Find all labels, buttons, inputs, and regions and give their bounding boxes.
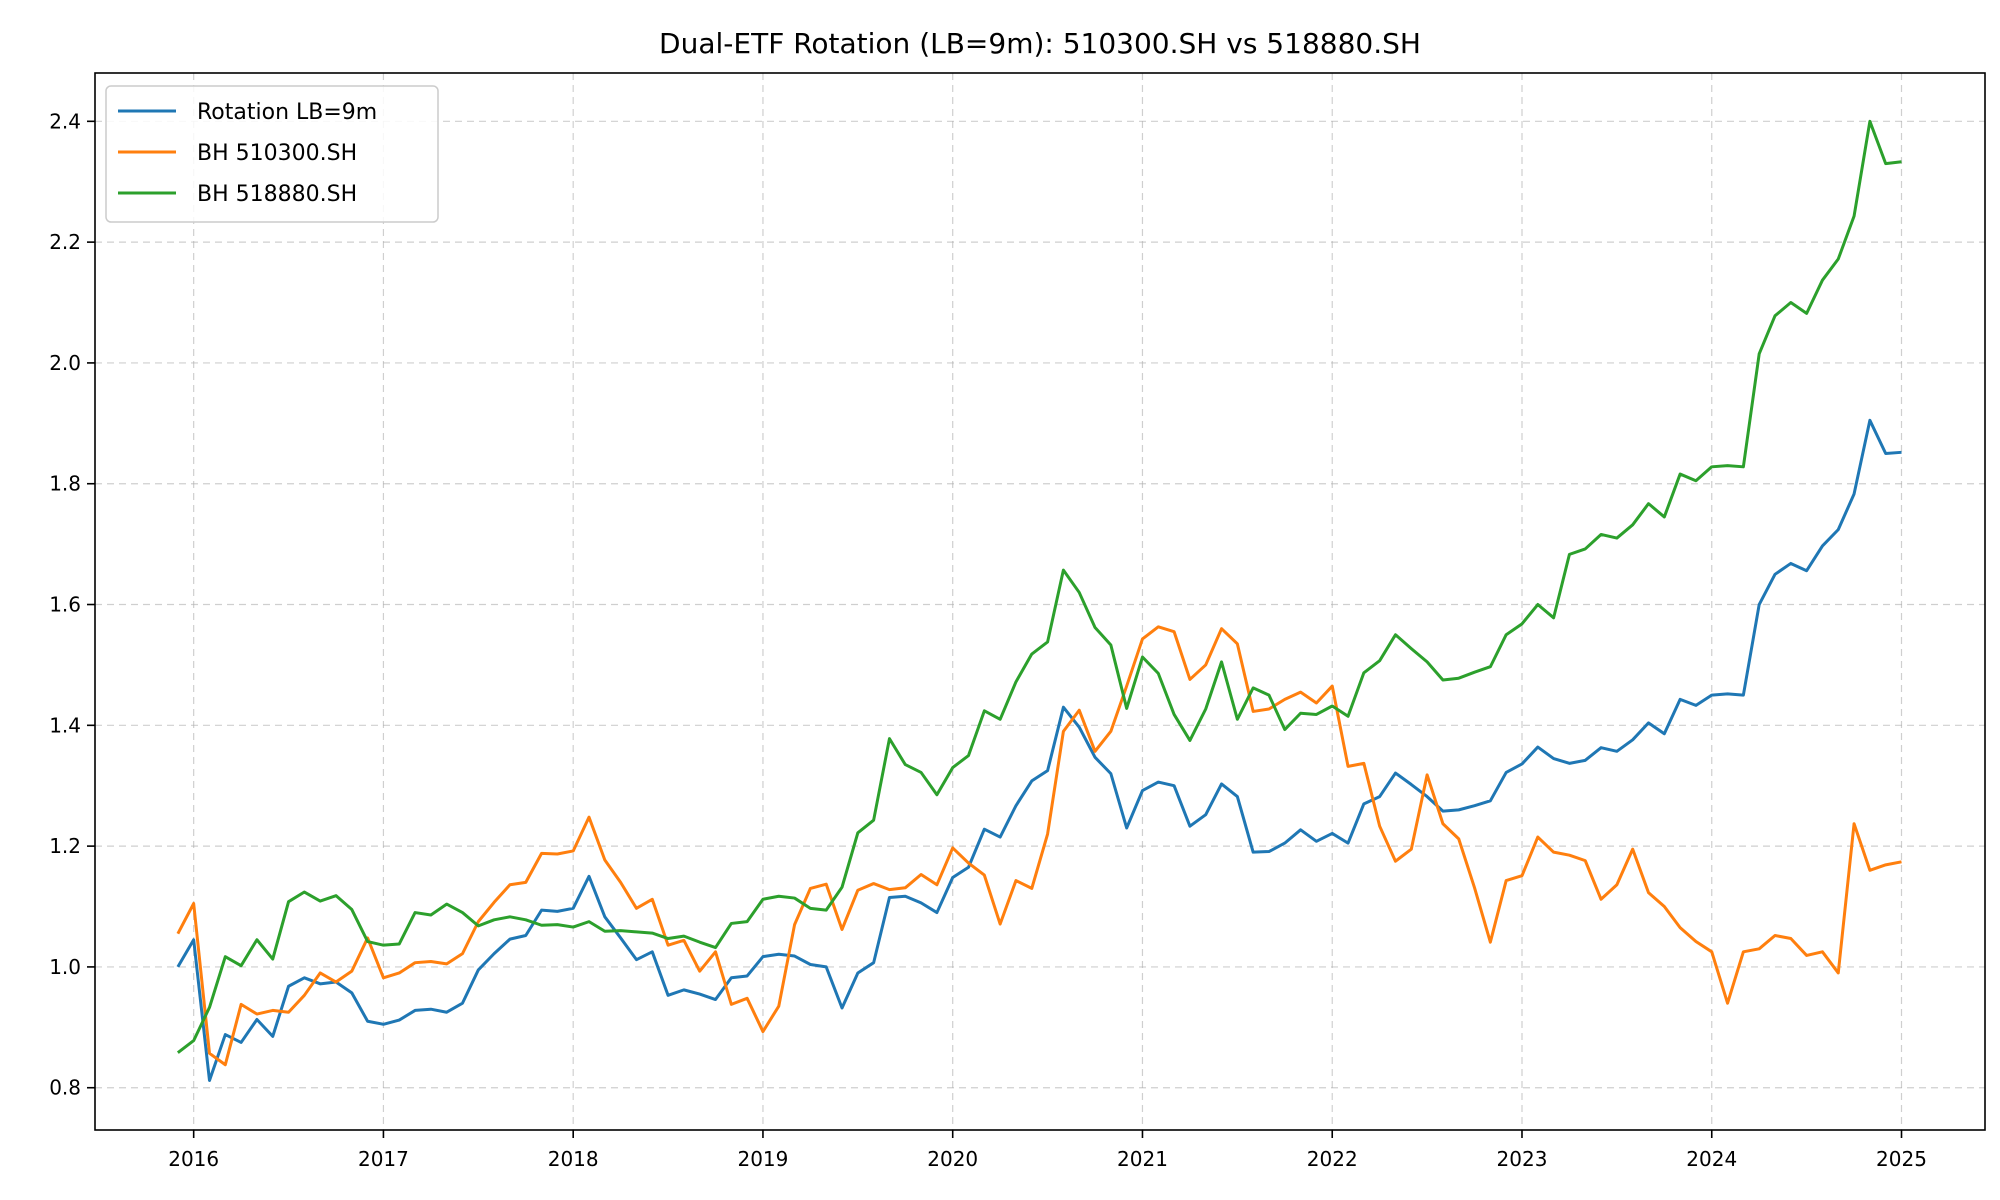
y-axis: 0.8 1.0 1.2 1.4 1.6 1.8 2.0 2.2 2.4 [49,109,95,1100]
legend-label: Rotation LB=9m [197,100,377,125]
x-tick-label: 2017 [358,1147,409,1171]
plot-frame [94,72,1986,1131]
y-tick-label: 1.2 [49,834,81,858]
y-tick-label: 0.8 [49,1076,81,1100]
x-tick-label: 2020 [927,1147,978,1171]
y-tick-label: 1.6 [49,593,81,617]
series-lines [176,119,1902,1082]
grid [95,73,1985,1130]
chart-title: Dual-ETF Rotation (LB=9m): 510300.SH vs … [659,27,1421,60]
y-tick-label: 1.8 [49,472,81,496]
x-tick-label: 2019 [737,1147,788,1171]
x-axis: 2016 2017 2018 2019 2020 2021 2022 2023 2024 2025 [168,1130,1927,1171]
y-tick-label: 2.2 [49,230,81,254]
x-tick-label: 2023 [1497,1147,1548,1171]
x-tick-label: 2025 [1876,1147,1927,1171]
series-line-1 [176,418,1902,1082]
x-tick-label: 2024 [1686,1147,1737,1171]
y-tick-label: 1.0 [49,955,81,979]
legend-box [105,85,439,223]
x-tick-label: 2018 [548,1147,599,1171]
x-tick-label: 2022 [1307,1147,1358,1171]
series-line-2 [176,625,1902,1067]
x-tick-label: 2021 [1117,1147,1168,1171]
legend-label: BH 510300.SH [197,141,357,166]
y-tick-label: 2.4 [49,109,81,133]
x-tick-label: 2016 [168,1147,219,1171]
legend: Rotation LB=9m BH 510300.SH BH 518880.SH [105,85,439,223]
series-line-3 [176,119,1902,1054]
legend-label: BH 518880.SH [197,182,357,207]
y-tick-label: 1.4 [49,713,81,737]
y-tick-label: 2.0 [49,351,81,375]
